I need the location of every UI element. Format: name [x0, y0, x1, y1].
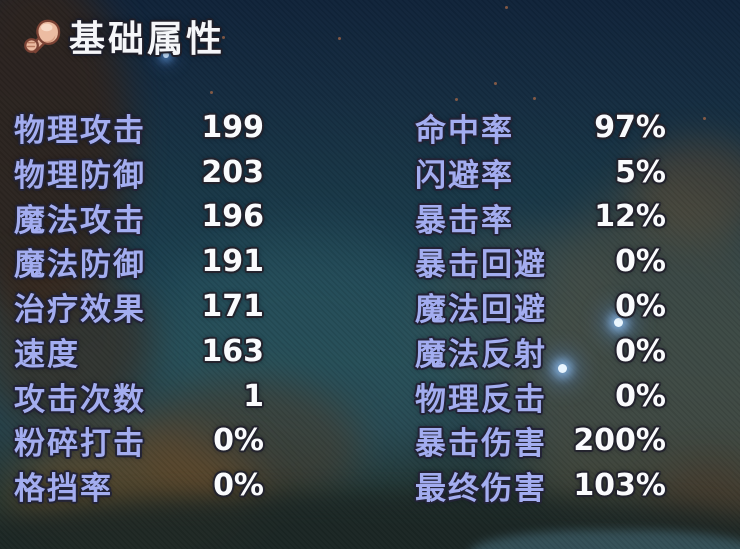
- stat-value: 0%: [615, 289, 666, 325]
- page-title: 基础属性: [23, 13, 226, 60]
- stat-row: 魔法反射 0%: [415, 329, 666, 374]
- star-speck: [338, 37, 341, 40]
- stat-label: 暴击率: [415, 202, 514, 239]
- stat-label: 物理防御: [14, 157, 146, 194]
- stat-row: 治疗效果 171: [14, 284, 264, 329]
- stat-value: 203: [201, 154, 264, 190]
- stat-row: 格挡率 0%: [14, 463, 264, 508]
- stat-value: 0%: [615, 333, 666, 369]
- stat-label: 粉碎打击: [14, 426, 146, 463]
- mountain-silhouette: [470, 530, 740, 549]
- stat-row: 魔法攻击 196: [14, 195, 264, 240]
- star-speck: [533, 97, 536, 100]
- stat-label: 攻击次数: [14, 381, 146, 418]
- stat-label: 命中率: [415, 112, 514, 149]
- stat-value: 163: [201, 333, 264, 369]
- stat-label: 魔法反射: [415, 336, 547, 373]
- stat-row: 暴击回避 0%: [415, 239, 666, 284]
- stat-row: 命中率 97%: [415, 105, 666, 150]
- stat-value: 0%: [213, 468, 264, 504]
- stat-row: 物理攻击 199: [14, 105, 264, 150]
- stats-column-right: 命中率 97% 闪避率 5% 暴击率 12% 暴击回避 0% 魔法回避 0% 魔法反射 0% 物理反击 0…: [415, 105, 666, 508]
- stat-row: 魔法防御 191: [14, 239, 264, 284]
- stat-value: 171: [201, 289, 264, 325]
- stat-label: 魔法回避: [415, 292, 547, 329]
- stat-value: 191: [201, 244, 264, 280]
- stat-label: 闪避率: [415, 157, 514, 194]
- stat-value: 0%: [615, 378, 666, 414]
- stat-label: 暴击回避: [415, 247, 547, 284]
- stats-column-left: 物理攻击 199 物理防御 203 魔法攻击 196 魔法防御 191 治疗效果 171 速度 163…: [14, 105, 264, 508]
- star-speck: [455, 98, 458, 101]
- muscle-icon: [23, 16, 61, 56]
- star-speck: [505, 6, 508, 9]
- stat-label: 暴击伤害: [415, 426, 547, 463]
- stat-row: 闪避率 5%: [415, 150, 666, 195]
- stat-row: 魔法回避 0%: [415, 284, 666, 329]
- stat-value: 97%: [594, 109, 666, 145]
- stat-row: 攻击次数 1: [14, 374, 264, 419]
- stat-value: 1: [243, 378, 264, 414]
- stat-value: 12%: [594, 199, 666, 235]
- stat-row: 暴击伤害 200%: [415, 419, 666, 464]
- stat-value: 0%: [213, 423, 264, 459]
- stat-label: 魔法攻击: [14, 202, 146, 239]
- stat-label: 魔法防御: [14, 247, 146, 284]
- stat-label: 格挡率: [14, 471, 113, 508]
- stat-row: 物理防御 203: [14, 150, 264, 195]
- stat-label: 治疗效果: [14, 292, 146, 329]
- star-speck: [703, 117, 706, 120]
- stat-label: 物理攻击: [14, 112, 146, 149]
- page-title-text: 基础属性: [69, 19, 226, 60]
- stat-row: 粉碎打击 0%: [14, 419, 264, 464]
- stat-value: 0%: [615, 244, 666, 280]
- stat-value: 103%: [573, 468, 666, 504]
- star-speck: [210, 91, 213, 94]
- stat-row: 最终伤害 103%: [415, 463, 666, 508]
- stat-value: 200%: [573, 423, 666, 459]
- stat-value: 196: [201, 199, 264, 235]
- stat-value: 5%: [615, 154, 666, 190]
- stat-row: 物理反击 0%: [415, 374, 666, 419]
- stat-label: 速度: [14, 336, 80, 373]
- stat-value: 199: [201, 109, 264, 145]
- stat-row: 暴击率 12%: [415, 195, 666, 240]
- stat-label: 物理反击: [415, 381, 547, 418]
- stat-label: 最终伤害: [415, 471, 547, 508]
- stat-row: 速度 163: [14, 329, 264, 374]
- star-speck: [494, 82, 497, 85]
